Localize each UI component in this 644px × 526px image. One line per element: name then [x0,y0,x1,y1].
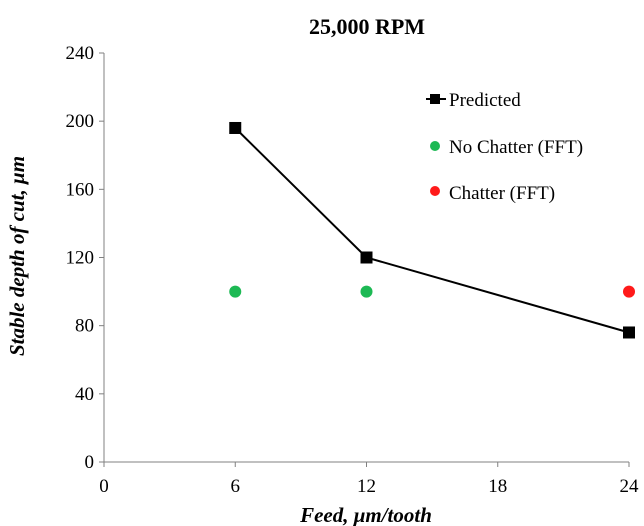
y-tick-label: 80 [75,316,94,337]
y-tick-label: 160 [66,179,95,200]
legend-predicted-label: Predicted [449,90,521,111]
y-tick-label: 200 [66,111,95,132]
data-point [360,285,373,298]
legend: Predicted No Chatter (FFT) Chatter (FFT) [426,90,583,204]
plot-area [229,121,635,339]
legend-chatter-marker [430,186,440,196]
x-tick-label: 0 [99,476,109,497]
y-tick-labels: 0 40 80 120 160 200 240 [66,43,104,473]
legend-no-chatter-label: No Chatter (FFT) [449,137,583,158]
chart-title: 25,000 RPM [309,14,425,39]
series-2 [623,285,635,298]
legend-no-chatter-marker [430,141,440,151]
y-tick-label: 0 [85,452,95,473]
series-0 [229,121,635,339]
predicted-point [360,251,373,264]
x-axis-label: Feed, μm/tooth [299,503,432,526]
data-point [623,285,635,298]
x-tick-label: 24 [620,476,640,497]
y-tick-label: 40 [75,384,94,405]
predicted-point [623,326,635,339]
x-tick-labels: 0 6 12 18 24 [99,462,639,497]
x-tick-label: 18 [488,476,507,497]
legend-chatter-label: Chatter (FFT) [449,183,555,204]
y-axis-label: Stable depth of cut, μm [5,156,29,356]
predicted-line [234,127,630,334]
y-tick-label: 120 [66,248,95,269]
series-1 [229,285,373,298]
y-tick-label: 240 [66,43,95,64]
data-point [229,285,242,298]
predicted-point [229,121,242,134]
x-tick-label: 12 [357,476,376,497]
legend-predicted-marker [430,94,440,104]
x-tick-label: 6 [231,476,241,497]
